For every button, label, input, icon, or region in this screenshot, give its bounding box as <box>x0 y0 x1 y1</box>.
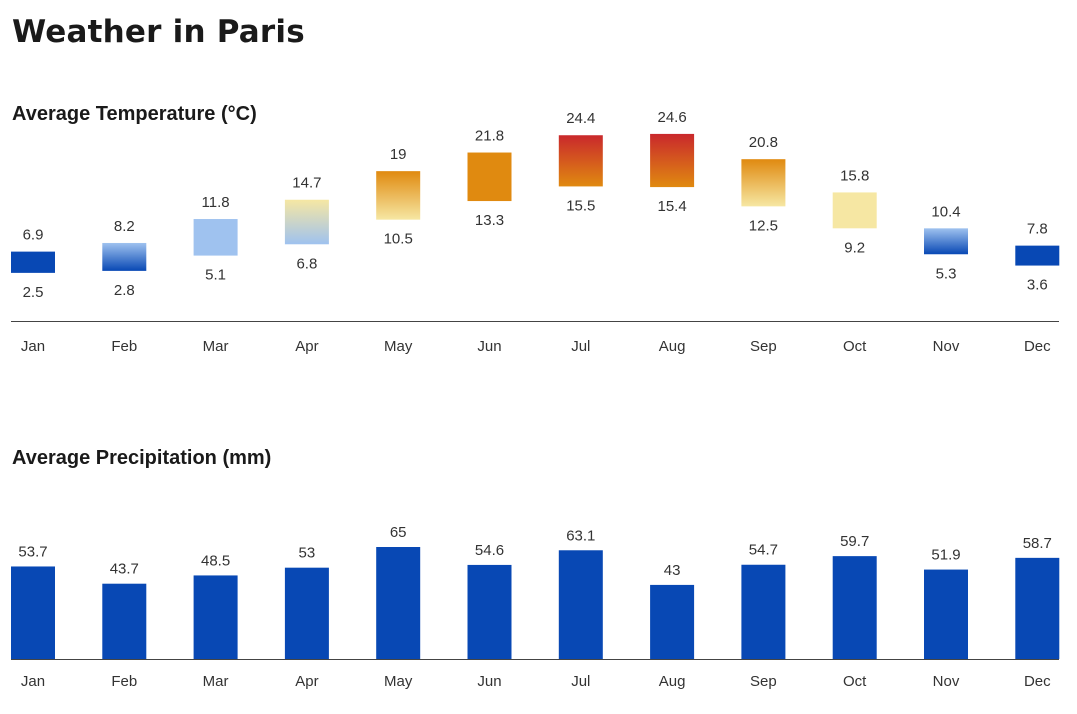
temperature-low-label: 10.5 <box>384 231 413 248</box>
temperature-range-bar <box>1015 245 1060 266</box>
temperature-high-label: 11.8 <box>202 194 230 211</box>
precipitation-value-label: 43.7 <box>110 561 139 578</box>
precipitation-bar <box>284 567 329 659</box>
precipitation-month-tick-label: Apr <box>295 673 318 690</box>
temperature-high-label: 15.8 <box>840 167 869 184</box>
precipitation-bar <box>1015 557 1060 659</box>
precipitation-month-tick-label: Oct <box>843 673 867 690</box>
precipitation-value-label: 53.7 <box>18 543 47 560</box>
temperature-high-label: 14.7 <box>292 175 321 192</box>
temperature-range-bar <box>832 192 877 229</box>
temperature-range-bar <box>284 199 329 245</box>
precipitation-bar <box>102 583 147 659</box>
temperature-high-label: 20.8 <box>749 134 778 151</box>
temperature-low-label: 2.8 <box>114 282 135 299</box>
precipitation-value-label: 53 <box>299 545 316 562</box>
temperature-month-tick-label: Jul <box>571 338 590 355</box>
temperature-month-tick-label: Nov <box>933 338 960 355</box>
precipitation-value-label: 65 <box>390 524 407 541</box>
precipitation-month-tick-label: Dec <box>1024 673 1051 690</box>
temperature-high-label: 21.8 <box>475 128 504 145</box>
precipitation-value-label: 58.7 <box>1023 535 1052 552</box>
temperature-high-label: 7.8 <box>1027 221 1048 238</box>
precipitation-bar <box>832 556 877 659</box>
precipitation-value-label: 59.7 <box>840 533 869 550</box>
temperature-low-label: 12.5 <box>749 217 778 234</box>
temperature-low-label: 5.1 <box>205 267 226 284</box>
precipitation-month-tick-label: Aug <box>659 673 686 690</box>
temperature-low-label: 6.8 <box>296 255 317 272</box>
precipitation-month-tick-label: Jan <box>21 673 45 690</box>
temperature-range-bar <box>11 251 55 273</box>
temperature-month-tick-label: Feb <box>111 338 137 355</box>
precipitation-bar <box>924 569 968 659</box>
temperature-range-bar <box>558 135 603 187</box>
precipitation-bar <box>467 564 512 659</box>
temperature-month-tick-label: Oct <box>843 338 867 355</box>
precipitation-bar <box>650 584 695 659</box>
temperature-high-label: 10.4 <box>931 203 960 220</box>
temperature-range-bar <box>650 133 695 188</box>
temperature-month-tick-label: May <box>384 338 413 355</box>
temperature-month-tick-label: Aug <box>659 338 686 355</box>
temperature-high-label: 24.6 <box>657 109 686 126</box>
precipitation-value-label: 54.7 <box>749 542 778 559</box>
precipitation-chart-title: Average Precipitation (mm) <box>12 447 272 469</box>
precipitation-month-tick-label: May <box>384 673 413 690</box>
precipitation-value-label: 54.6 <box>475 542 504 559</box>
precipitation-month-tick-label: Sep <box>750 673 777 690</box>
precipitation-value-label: 51.9 <box>931 547 960 564</box>
temperature-low-label: 5.3 <box>936 265 957 282</box>
temperature-high-label: 19 <box>390 146 407 163</box>
temperature-month-tick-label: Mar <box>203 338 229 355</box>
precipitation-value-label: 63.1 <box>566 527 595 544</box>
temperature-low-label: 15.5 <box>566 197 595 214</box>
temperature-month-tick-label: Jan <box>21 338 45 355</box>
precipitation-month-tick-label: Nov <box>933 673 960 690</box>
temperature-range-bar <box>924 228 968 255</box>
temperature-low-label: 15.4 <box>657 198 686 215</box>
temperature-high-label: 24.4 <box>566 110 595 127</box>
precipitation-month-tick-label: Mar <box>203 673 229 690</box>
temperature-month-tick-label: Sep <box>750 338 777 355</box>
temperature-range-bar <box>741 159 786 207</box>
temperature-high-label: 8.2 <box>114 218 135 235</box>
precipitation-month-tick-label: Jun <box>477 673 501 690</box>
temperature-low-label: 9.2 <box>844 239 865 256</box>
temperature-low-label: 13.3 <box>475 212 504 229</box>
temperature-range-bar <box>102 242 147 271</box>
precipitation-bar <box>558 550 603 659</box>
temperature-range-bar <box>193 219 238 256</box>
precipitation-bar <box>193 575 238 659</box>
precipitation-value-label: 43 <box>664 562 681 579</box>
precipitation-month-tick-label: Feb <box>111 673 137 690</box>
precipitation-bar <box>11 566 55 659</box>
temperature-range-bar <box>376 171 421 220</box>
precipitation-month-tick-label: Jul <box>571 673 590 690</box>
temperature-low-label: 3.6 <box>1027 277 1048 294</box>
temperature-high-label: 6.9 <box>23 227 44 244</box>
precipitation-bar <box>376 547 421 659</box>
temperature-month-tick-label: Dec <box>1024 338 1051 355</box>
temperature-chart-title: Average Temperature (°C) <box>12 103 257 125</box>
precipitation-bar <box>741 564 786 659</box>
temperature-low-label: 2.5 <box>23 284 44 301</box>
temperature-month-tick-label: Jun <box>477 338 501 355</box>
precipitation-value-label: 48.5 <box>201 552 230 569</box>
page-title: Weather in Paris <box>12 14 305 50</box>
temperature-month-tick-label: Apr <box>295 338 318 355</box>
temperature-range-bar <box>467 152 512 202</box>
